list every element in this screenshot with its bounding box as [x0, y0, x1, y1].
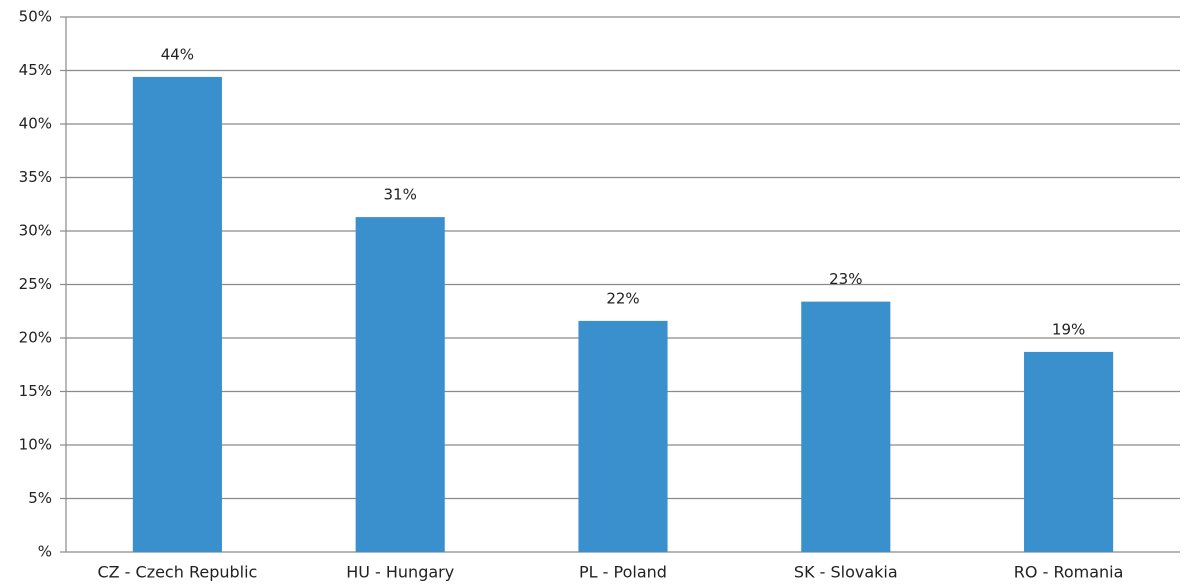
data-label: 22%: [606, 289, 639, 307]
data-label: 19%: [1052, 320, 1085, 338]
bar: [801, 301, 891, 552]
y-tick-label: 20%: [19, 329, 52, 347]
bar: [1024, 351, 1114, 552]
y-tick-label: 35%: [19, 168, 52, 186]
x-tick-label: HU - Hungary: [346, 563, 454, 582]
y-tick-label: 45%: [19, 61, 52, 79]
data-label: 23%: [829, 270, 862, 288]
x-tick-label: SK - Slovakia: [794, 563, 898, 582]
x-tick-label: CZ - Czech Republic: [97, 563, 257, 582]
data-label: 44%: [161, 45, 194, 63]
y-tick-label: %: [38, 543, 52, 561]
x-tick-label: PL - Poland: [579, 563, 667, 582]
y-tick-label: 15%: [19, 382, 52, 400]
bar: [578, 320, 668, 552]
bar: [355, 217, 445, 552]
x-tick-label: RO - Romania: [1014, 563, 1124, 582]
y-tick-label: 40%: [19, 115, 52, 133]
data-label: 31%: [384, 186, 417, 204]
y-tick-label: 5%: [28, 489, 52, 507]
bar: [132, 76, 222, 553]
y-tick-label: 10%: [19, 436, 52, 454]
y-tick-label: 30%: [19, 222, 52, 240]
y-tick-label: 50%: [19, 8, 52, 26]
y-tick-label: 25%: [19, 275, 52, 293]
